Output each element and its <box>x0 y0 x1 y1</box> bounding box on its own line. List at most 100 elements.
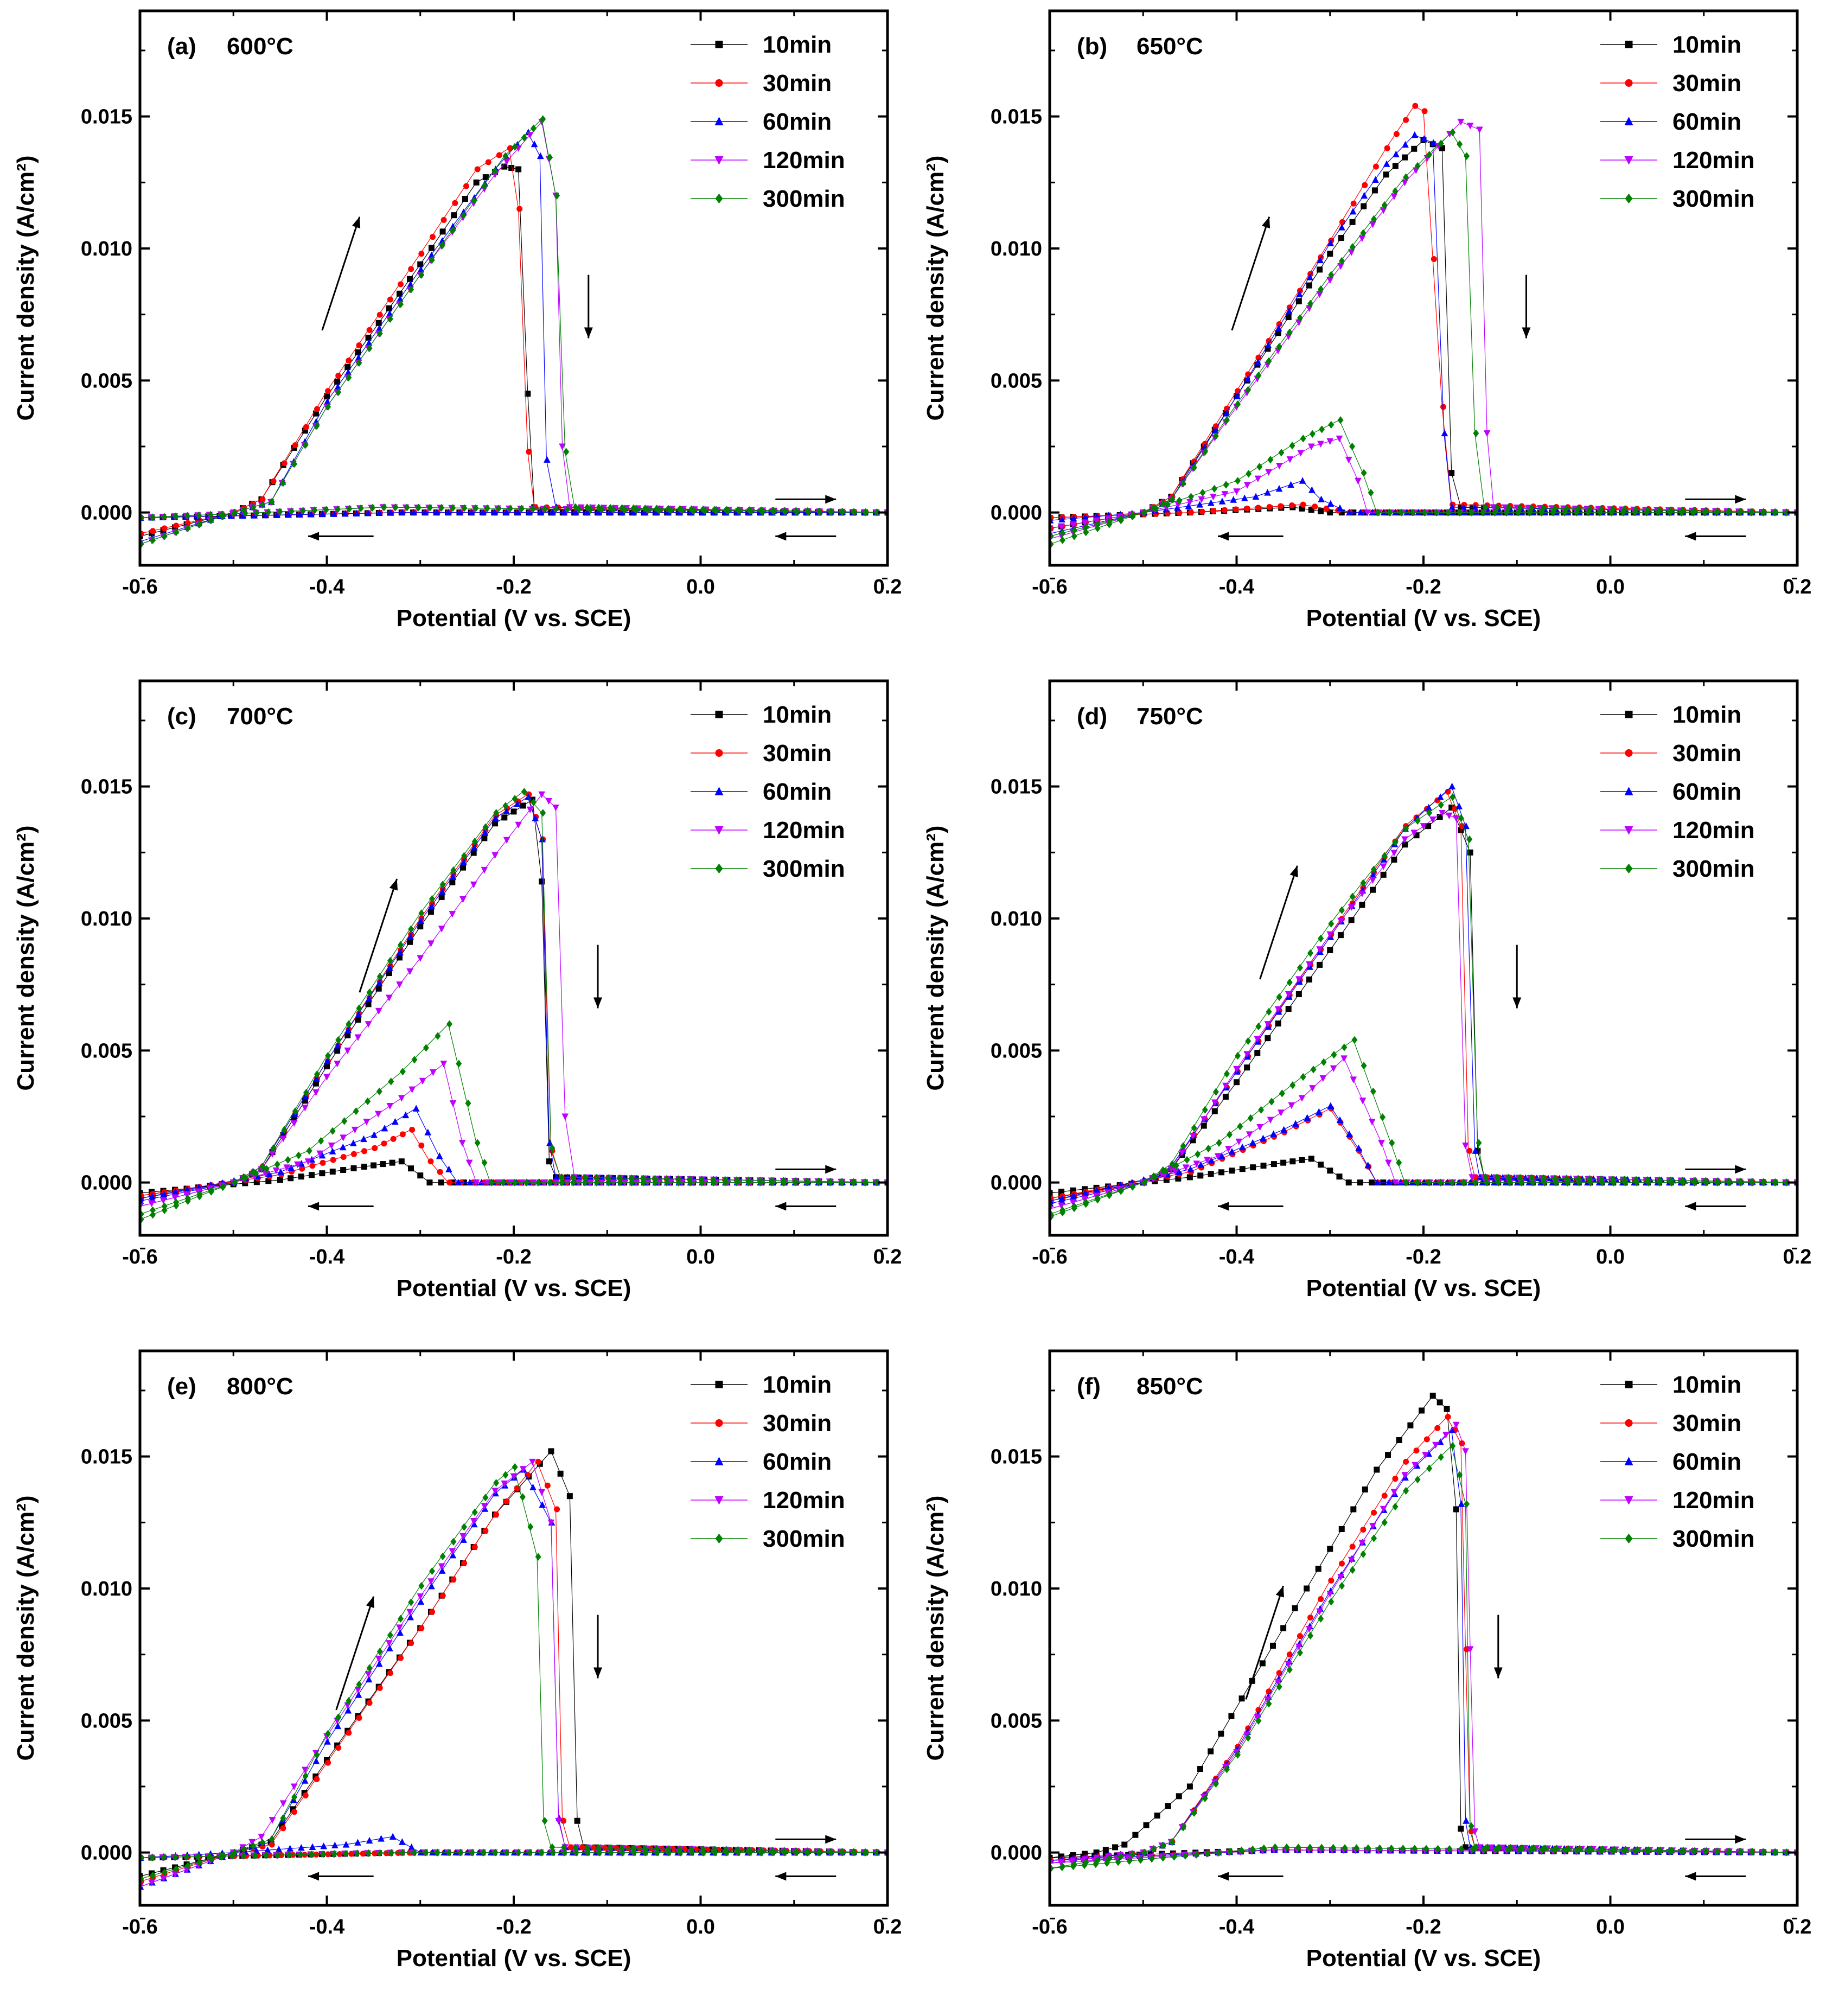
series-300min-forward-point <box>1129 1182 1136 1191</box>
series-300min-reverse-point <box>1506 1178 1513 1186</box>
scan-right-arrow-head <box>1735 1165 1746 1174</box>
series-60min-reverse-point <box>366 1836 373 1844</box>
series-300min-reverse-point <box>550 1848 557 1856</box>
series-300min-forward-point <box>220 1852 226 1860</box>
series-120min-forward-point <box>1081 1856 1088 1863</box>
series-120min-forward-point <box>1462 1143 1469 1150</box>
x-axis-title: Potential (V vs. SCE) <box>1306 1275 1541 1302</box>
series-300min-forward-point <box>642 504 648 513</box>
series-120min-forward-point <box>1337 263 1344 270</box>
series-300min-forward-point <box>540 115 546 123</box>
series-300min-forward-point <box>1339 906 1345 914</box>
series-10min-reverse-point <box>438 1179 444 1186</box>
series-10min-reverse-point <box>242 1180 248 1186</box>
series-10min-forward-point <box>344 1032 351 1038</box>
series-300min-forward-point <box>1644 506 1651 514</box>
series-300min-forward-point <box>1381 1519 1388 1527</box>
series-300min-reverse-point <box>1376 1844 1383 1853</box>
series-300min-forward-point <box>1633 1176 1639 1184</box>
series-30min-forward-point <box>1452 806 1458 812</box>
series-120min-forward-point <box>1316 291 1323 298</box>
series-10min-forward-point <box>1337 932 1344 939</box>
series-10min-forward-point <box>1285 1006 1292 1012</box>
series-300min-forward-point <box>1328 920 1335 928</box>
series-10min-forward-point <box>302 1098 308 1104</box>
series-120min-forward-point <box>1306 961 1313 968</box>
series-300min-forward-point <box>781 507 788 515</box>
series-300min-forward-point <box>302 1772 309 1780</box>
series-300min-reverse-point <box>438 503 445 512</box>
series-120min-reverse-point <box>484 1179 491 1186</box>
series-120min-forward-point <box>1337 1573 1344 1581</box>
series-60min-reverse-point <box>387 509 394 516</box>
series-120min-forward-point <box>1337 917 1344 925</box>
series-30min-forward-point <box>482 1528 489 1534</box>
series-60min-reverse-point <box>1173 504 1181 511</box>
series-10min-reverse-point <box>1318 508 1324 514</box>
series-300min-reverse-point <box>357 504 364 512</box>
series-300min-forward-point <box>196 1858 203 1867</box>
series-10min-forward-point <box>1285 314 1292 321</box>
series-300min-reverse-point <box>1300 435 1306 443</box>
series-10min-forward-point <box>473 179 480 186</box>
series-300min-reverse-point <box>1541 1178 1548 1186</box>
series-300min-reverse-line <box>1050 419 1797 537</box>
series-300min-reverse-point <box>354 1849 360 1858</box>
series-60min-reverse-point <box>297 1844 305 1851</box>
y-tick-label: 0.010 <box>81 238 132 260</box>
x-tick-label: 0.2 <box>1783 1246 1812 1268</box>
series-60min-forward-point <box>355 354 362 361</box>
series-30min-forward-point <box>325 388 331 394</box>
series-300min-reverse-point <box>1126 1857 1133 1865</box>
series-60min-forward-point <box>503 807 510 814</box>
series-30min-forward-point <box>1362 182 1368 188</box>
series-300min-forward-point <box>231 508 238 516</box>
series-30min-forward-point <box>485 159 491 165</box>
series-30min-forward-point <box>1384 145 1390 151</box>
legend-marker <box>1625 193 1633 204</box>
series-60min-reverse-point <box>339 1143 347 1151</box>
scan-left-arrow <box>775 1872 837 1881</box>
series-30min-forward-point <box>1349 1543 1356 1550</box>
series-120min-forward-point <box>481 1503 488 1510</box>
series-300min-forward-point <box>366 344 373 353</box>
series-300min <box>1050 128 1797 548</box>
legend-label: 30min <box>1672 1410 1741 1437</box>
y-axis-title: Current density (A/cm²) <box>12 156 39 421</box>
series-10min-reverse-point <box>417 1172 424 1179</box>
series-300min-reverse-point <box>495 504 502 513</box>
x-tick-label: -0.2 <box>1406 1916 1441 1938</box>
series-30min-forward-point <box>1372 163 1379 170</box>
series-30min-forward-point <box>1339 1560 1345 1567</box>
series-300min-reverse-point <box>1320 1058 1327 1066</box>
series-300min-forward-point <box>1403 825 1409 833</box>
legend-label: 120min <box>763 817 845 844</box>
series-300min-reverse-point <box>1160 1854 1166 1862</box>
series-60min-reverse-point <box>1415 508 1422 516</box>
series-10min-forward-point <box>501 814 508 821</box>
legend-marker <box>715 193 723 204</box>
series-300min-forward-point <box>461 1523 468 1531</box>
series-120min-forward-point <box>386 1640 393 1647</box>
series-300min-reverse-point <box>1437 1178 1444 1186</box>
series-30min-forward-point <box>525 1472 531 1478</box>
series-300min-reverse-point <box>523 1178 530 1186</box>
series-10min-forward-point <box>324 1063 330 1070</box>
series-300min-forward-point <box>1223 1070 1230 1078</box>
legend-marker <box>1625 1533 1633 1544</box>
series-300min-reverse-point <box>1307 1843 1313 1852</box>
series-60min-reverse-point <box>239 512 247 519</box>
legend-label: 300min <box>1672 856 1755 882</box>
scan-left-arrow <box>775 532 837 541</box>
series-30min-forward-point <box>429 1609 436 1615</box>
series-300min-forward-point <box>387 315 393 323</box>
legend-marker <box>1624 826 1633 835</box>
series-300min-forward-point <box>746 506 753 514</box>
series-10min <box>140 163 888 539</box>
series-10min-reverse-point <box>426 1179 433 1186</box>
series-300min-forward-point <box>1169 1838 1176 1846</box>
series-300min-reverse-point <box>512 1178 518 1186</box>
series-300min-forward-point <box>607 1844 614 1852</box>
series-60min-reverse-point <box>466 1178 474 1186</box>
series-120min-forward-point <box>1211 1099 1218 1106</box>
